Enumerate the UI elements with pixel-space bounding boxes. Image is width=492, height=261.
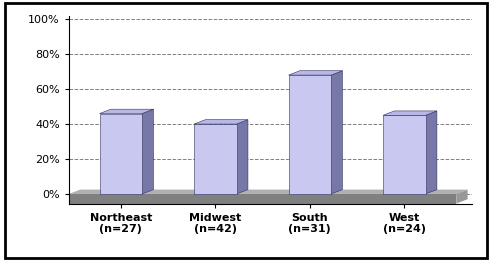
Polygon shape [194,120,248,124]
Polygon shape [456,189,467,204]
Polygon shape [288,75,331,194]
Polygon shape [426,111,437,194]
Polygon shape [237,120,248,194]
Polygon shape [99,114,142,194]
Polygon shape [69,189,467,194]
Polygon shape [331,71,342,194]
Polygon shape [194,124,237,194]
Polygon shape [383,111,437,115]
Polygon shape [69,194,456,204]
Polygon shape [142,109,154,194]
Polygon shape [288,71,342,75]
Polygon shape [383,115,426,194]
Polygon shape [99,109,154,114]
